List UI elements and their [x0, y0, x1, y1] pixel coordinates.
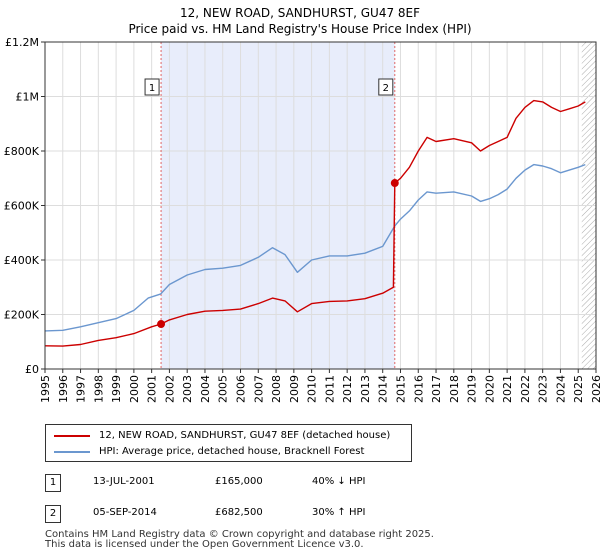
footer-line-licence: This data is licensed under the Open Gov…: [45, 539, 364, 550]
x-tick-label: 2011: [323, 375, 336, 403]
y-tick-label: £800K: [4, 145, 40, 158]
x-tick-label: 2000: [128, 375, 141, 403]
sale-price: £165,000: [215, 476, 263, 487]
legend-swatch-hpi: [54, 451, 90, 453]
y-tick-label: £600K: [4, 200, 40, 213]
x-tick-label: 2012: [341, 375, 354, 403]
sale-date: 05-SEP-2014: [93, 507, 157, 518]
x-tick-label: 2006: [235, 375, 248, 403]
legend-label-property: 12, NEW ROAD, SANDHURST, GU47 8EF (detac…: [99, 430, 391, 441]
y-tick-label: £0: [25, 363, 39, 376]
x-tick-label: 2026: [590, 375, 600, 403]
legend: 12, NEW ROAD, SANDHURST, GU47 8EF (detac…: [45, 424, 412, 462]
x-tick-label: 1998: [92, 375, 105, 403]
chart-title: 12, NEW ROAD, SANDHURST, GU47 8EF: [180, 6, 420, 20]
x-tick-label: 2002: [163, 375, 176, 403]
x-tick-label: 2013: [359, 375, 372, 403]
sale-hpi-diff: 40% ↓ HPI: [312, 476, 366, 487]
sale-label-text: 1: [149, 83, 155, 94]
footer-line-copyright: Contains HM Land Registry data © Crown c…: [45, 529, 434, 540]
y-tick-label: £1.2M: [5, 36, 39, 49]
x-tick-label: 2010: [306, 375, 319, 403]
x-tick-label: 1999: [110, 375, 123, 403]
x-tick-label: 2022: [519, 375, 532, 403]
x-tick-label: 2019: [466, 375, 479, 403]
x-tick-label: 2001: [146, 375, 159, 403]
x-tick-label: 2016: [412, 375, 425, 403]
x-tick-label: 2024: [554, 375, 567, 403]
x-tick-label: 2021: [501, 375, 514, 403]
sale-hpi-diff: 30% ↑ HPI: [312, 507, 366, 518]
x-tick-label: 2018: [448, 375, 461, 403]
chart-subtitle: Price paid vs. HM Land Registry's House …: [128, 22, 471, 36]
x-tick-label: 1997: [75, 375, 88, 403]
sale-date: 13-JUL-2001: [93, 476, 155, 487]
price-chart: 12, NEW ROAD, SANDHURST, GU47 8EF Price …: [4, 6, 600, 403]
x-tick-label: 2003: [181, 375, 194, 403]
x-tick-label: 2014: [377, 375, 390, 403]
x-tick-label: 2015: [394, 375, 407, 403]
sale-price: £682,500: [215, 507, 263, 518]
x-tick-label: 2008: [270, 375, 283, 403]
footer-notice: Contains HM Land Registry data © Crown c…: [45, 530, 434, 550]
sale-number-badge: 2: [45, 505, 61, 523]
x-tick-label: 2007: [252, 375, 265, 403]
x-tick-label: 2020: [483, 375, 496, 403]
x-tick-label: 2005: [217, 375, 230, 403]
sale-label-text: 2: [383, 83, 389, 94]
y-tick-label: £400K: [4, 254, 40, 267]
x-tick-label: 1995: [39, 375, 52, 403]
x-tick-label: 2004: [199, 375, 212, 403]
series-line-hpi: [44, 163, 586, 332]
sale-label-box: [378, 78, 394, 96]
y-tick-label: £1M: [16, 91, 40, 104]
sale-number-badge: 1: [45, 474, 61, 492]
sale-point: [390, 179, 399, 188]
legend-swatch-property: [54, 435, 90, 437]
x-tick-label: 2023: [537, 375, 550, 403]
x-tick-label: 2009: [288, 375, 301, 403]
x-tick-label: 2017: [430, 375, 443, 403]
sale-point: [157, 320, 166, 329]
x-tick-label: 1996: [57, 375, 70, 403]
x-tick-label: 2025: [572, 375, 585, 403]
y-tick-label: £200K: [4, 309, 40, 322]
sale-label-box: [144, 78, 160, 96]
legend-label-hpi: HPI: Average price, detached house, Brac…: [99, 446, 365, 457]
